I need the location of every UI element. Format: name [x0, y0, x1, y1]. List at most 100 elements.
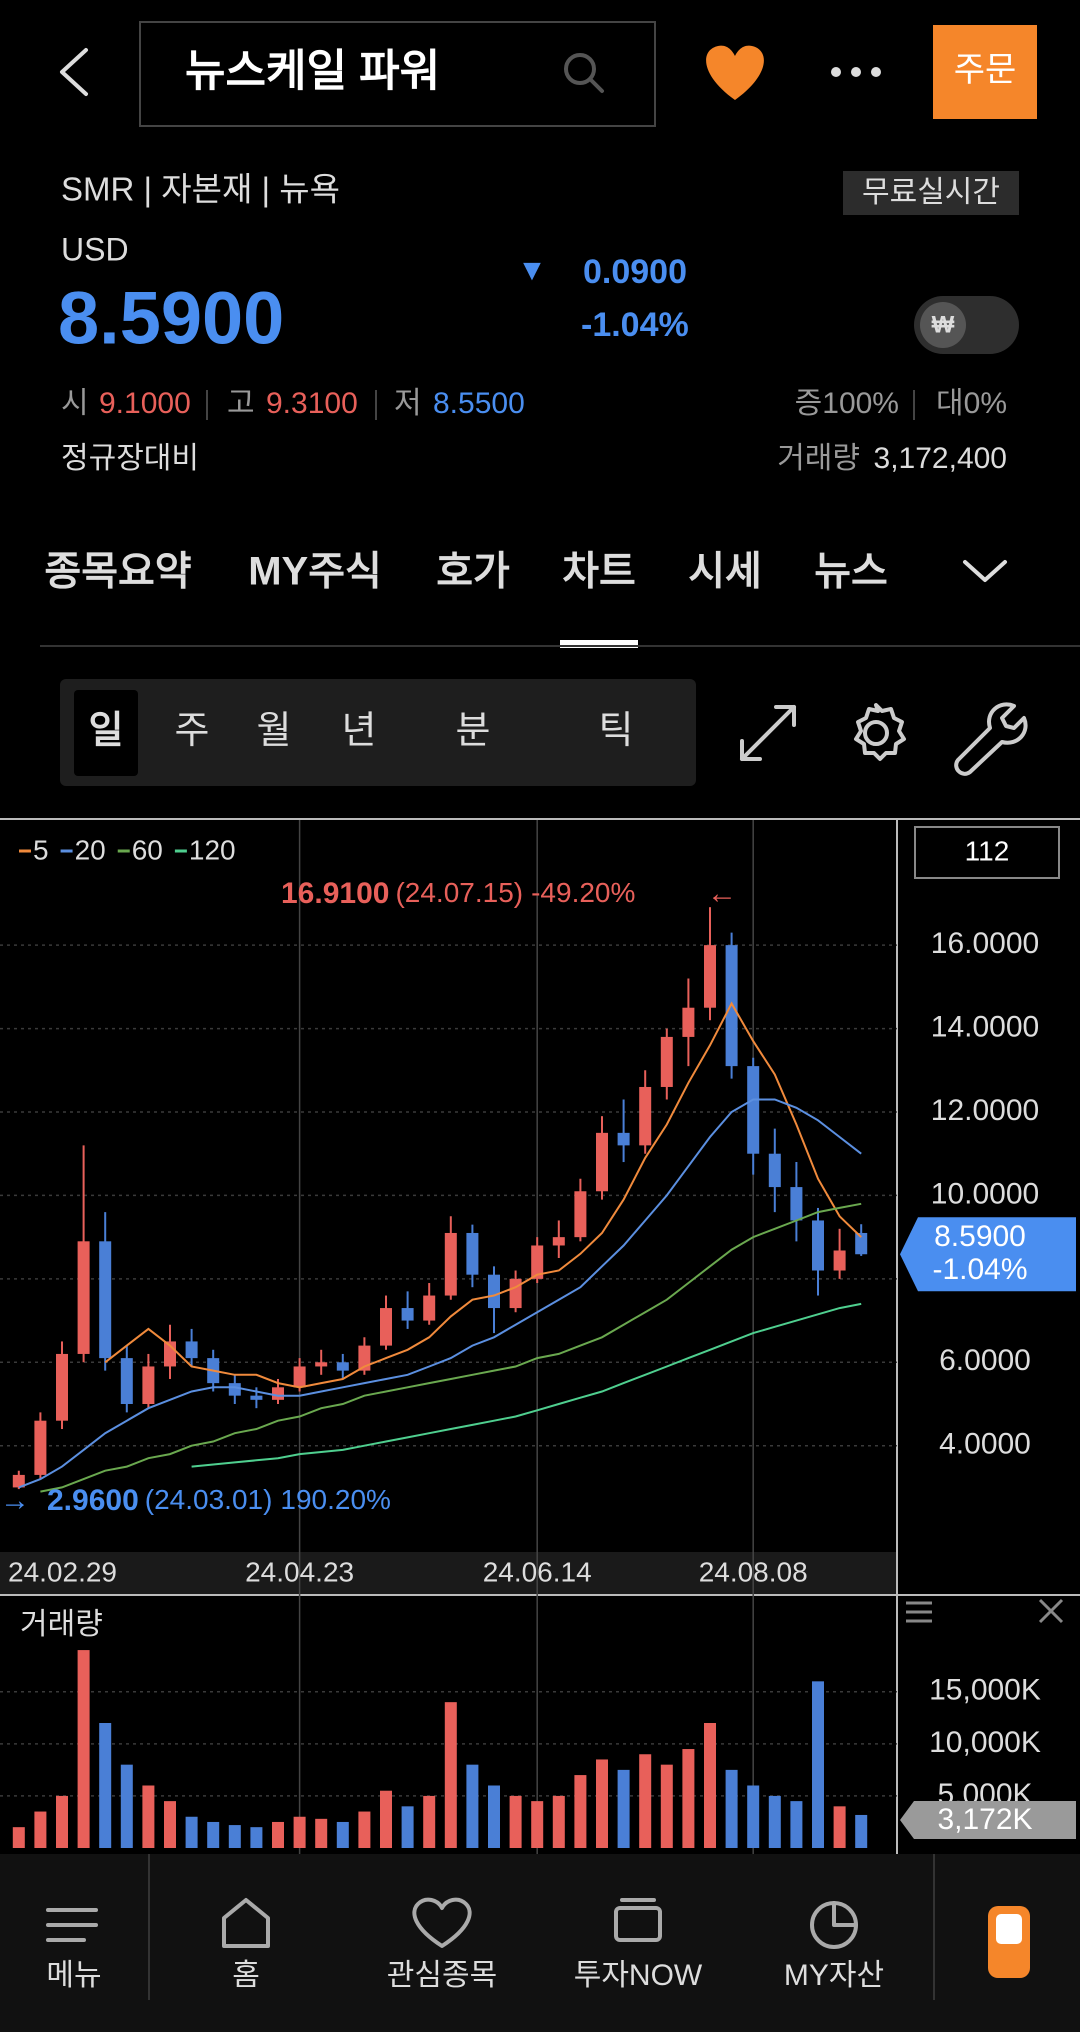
candle-body — [336, 1362, 349, 1371]
candle-body — [596, 1132, 608, 1192]
tool-icon[interactable] — [954, 702, 1028, 776]
volume-bar — [12, 1827, 25, 1848]
period[interactable]: 월 — [257, 710, 292, 752]
nav-label[interactable]: 투자NOW — [574, 1959, 703, 1992]
nav-label[interactable]: 관심종목 — [387, 1959, 497, 1992]
nav-label[interactable]: 메뉴 — [46, 1959, 101, 1992]
legend-label: 5 — [33, 834, 49, 865]
ma-line — [18, 1098, 862, 1489]
volume-bar — [250, 1827, 263, 1848]
favorite-icon[interactable] — [706, 45, 764, 100]
ma-line — [40, 1202, 862, 1493]
nav-label[interactable]: 홈 — [232, 1959, 260, 1992]
watchlist-icon[interactable] — [412, 1897, 472, 1948]
candle-body — [768, 1153, 781, 1188]
candle-body — [56, 1353, 68, 1421]
expand-icon[interactable] — [740, 705, 796, 761]
candle-body — [617, 1132, 630, 1146]
toggle-knob — [920, 302, 966, 348]
candle-body — [704, 945, 716, 1008]
back-button[interactable] — [60, 48, 88, 96]
search-icon[interactable] — [564, 53, 604, 93]
period[interactable]: 틱 — [599, 710, 634, 752]
volume-bar — [423, 1795, 436, 1848]
note-pct: 190.20% — [280, 1484, 391, 1515]
ratio-up: 증100% — [795, 387, 899, 420]
volume-bar — [833, 1806, 846, 1848]
period[interactable]: 주 — [175, 710, 210, 752]
high-value: 9.3100 — [266, 387, 358, 420]
price: 8.5900 — [58, 277, 284, 360]
high-label: 고 — [227, 387, 255, 420]
period[interactable]: 분 — [456, 710, 491, 752]
count-box[interactable] — [914, 826, 1060, 879]
legend-label: 120 — [189, 834, 236, 865]
tab[interactable]: 뉴스 — [814, 550, 888, 594]
candle-body — [466, 1232, 479, 1275]
volume-tick-label: 10,000K — [929, 1726, 1041, 1759]
volume-label: 거래량 — [777, 442, 860, 475]
tab[interactable]: 종목요약 — [44, 550, 191, 594]
volume-bar — [682, 1749, 695, 1848]
tab[interactable]: 차트 — [562, 550, 636, 594]
period-selected — [74, 690, 138, 776]
volume-bar — [574, 1775, 587, 1848]
tab[interactable]: MY주식 — [248, 550, 382, 594]
candle-body — [401, 1308, 414, 1321]
candle-body — [315, 1362, 328, 1367]
volume-bar — [315, 1818, 328, 1848]
volume-bar — [704, 1723, 716, 1848]
more-icon[interactable] — [831, 67, 881, 77]
change-pct: -1.04% — [581, 306, 689, 344]
volume-bar — [228, 1825, 241, 1848]
volume-bar — [207, 1821, 220, 1848]
candle-body — [185, 1341, 198, 1359]
candle-body — [833, 1250, 846, 1271]
candle-body — [488, 1274, 500, 1309]
candle-body — [660, 1036, 673, 1087]
nav-label[interactable]: MY자산 — [784, 1959, 884, 1992]
x-tick-label: 24.06.14 — [483, 1556, 592, 1587]
tabs-expand[interactable] — [963, 560, 1007, 582]
toggle-text: ₩ — [932, 311, 955, 338]
order-text: 주문 — [954, 51, 1017, 89]
ratio-down: 대0% — [936, 387, 1007, 420]
home-icon[interactable] — [222, 1898, 270, 1948]
settings-icon[interactable] — [854, 703, 906, 761]
period[interactable]: 일 — [89, 710, 124, 752]
volume-bar — [768, 1795, 781, 1848]
candle-body — [250, 1395, 263, 1400]
x-tick-label: 24.04.23 — [245, 1556, 354, 1587]
tab[interactable]: 시세 — [688, 550, 762, 594]
volume-tag-label: 3,172K — [937, 1803, 1032, 1836]
change-arrow: ▼ — [517, 254, 547, 287]
volume-menu-icon[interactable] — [906, 1601, 932, 1623]
volume-bar — [293, 1816, 306, 1848]
period[interactable]: 년 — [342, 710, 377, 752]
volume-bar — [488, 1785, 500, 1848]
menu-icon[interactable] — [46, 1908, 98, 1942]
volume-close-icon[interactable] — [1038, 1598, 1064, 1624]
volume-bar — [401, 1806, 414, 1848]
volume-bar — [552, 1795, 565, 1848]
candle-body — [509, 1278, 522, 1309]
note: 2.9600 (24.03.01) 190.20% — [47, 1484, 391, 1517]
candle-body — [682, 1007, 695, 1037]
y-tick-label: 12.0000 — [931, 1094, 1039, 1127]
tab[interactable]: 호가 — [436, 550, 510, 594]
volume-bar — [164, 1801, 176, 1848]
volume-bar — [617, 1769, 630, 1848]
volume-bar — [77, 1650, 90, 1848]
candle-body — [120, 1358, 133, 1404]
search-box[interactable] — [139, 21, 656, 127]
order-button[interactable] — [933, 25, 1037, 119]
volume-bar — [380, 1790, 392, 1848]
invest-icon[interactable] — [614, 1898, 662, 1942]
volume-value: 3,172,400 — [874, 442, 1007, 475]
volume-bar — [466, 1764, 479, 1848]
volume-bar — [790, 1801, 803, 1848]
assets-icon[interactable] — [810, 1901, 858, 1949]
open-label: 시 — [61, 387, 89, 420]
period-bar — [60, 679, 696, 786]
